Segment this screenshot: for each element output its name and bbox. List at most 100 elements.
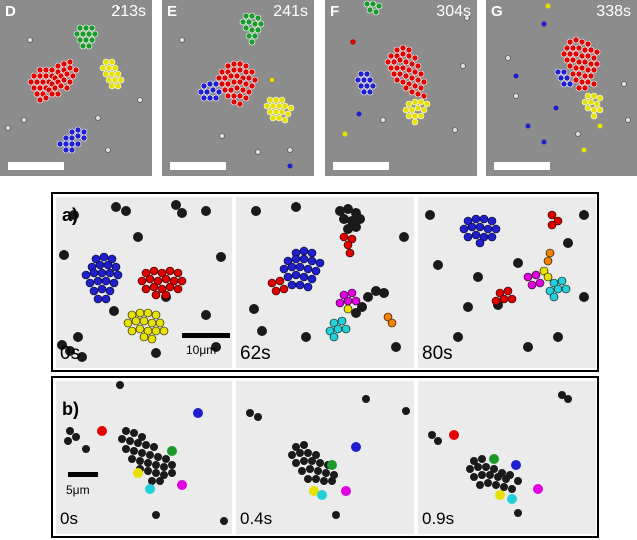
panel-letter: E xyxy=(167,3,178,20)
scale-bar xyxy=(494,162,550,170)
microscopy-image-e xyxy=(162,0,314,176)
red-tracer xyxy=(97,426,107,436)
yellow-tracer xyxy=(309,486,319,496)
yellow-cluster xyxy=(263,96,295,124)
timestamp: 213s xyxy=(111,3,146,20)
timestamp: 338s xyxy=(596,3,631,20)
cyan-tracer xyxy=(507,494,517,504)
blue-cluster xyxy=(354,70,377,96)
timestamp: 0.4s xyxy=(240,509,273,528)
blue-cluster xyxy=(554,68,574,88)
red-cluster xyxy=(560,36,601,92)
magenta-cluster xyxy=(335,288,361,308)
yellow-cluster xyxy=(123,308,169,344)
panel-b-frame-0: b) 5μm 0s xyxy=(56,381,232,534)
loose-particles xyxy=(5,5,143,153)
yellow-dot xyxy=(343,304,353,314)
yellow-tracer xyxy=(133,468,143,478)
red-cluster xyxy=(267,232,357,296)
scale-bar xyxy=(8,162,64,170)
timestamp: 80s xyxy=(422,343,453,364)
timestamp: 0.9s xyxy=(422,509,455,528)
microscopy-image-d xyxy=(0,0,152,176)
microscopy-image-g xyxy=(486,0,637,176)
panel-a-frame-2: 80s xyxy=(418,197,596,368)
panel-label: b) xyxy=(62,399,79,419)
dark-cluster xyxy=(118,427,176,485)
green-cluster xyxy=(73,24,99,50)
dark-particles xyxy=(246,395,410,519)
panel-a-frame-1: 62s xyxy=(236,197,414,368)
green-tracer xyxy=(167,446,177,456)
panel-b-image-0 xyxy=(56,381,232,534)
panel-b-image-2 xyxy=(418,381,596,534)
panel-letter: D xyxy=(5,3,16,20)
blue-tracer xyxy=(193,408,203,418)
magenta-tracer xyxy=(177,480,187,490)
magenta-tracer xyxy=(341,486,351,496)
panel-letter: G xyxy=(491,3,503,20)
dark-particles xyxy=(64,381,228,525)
timestamp: 0s xyxy=(60,343,81,364)
cyan-tracer xyxy=(145,484,155,494)
blue-cluster xyxy=(197,80,223,102)
dark-cluster xyxy=(466,455,522,493)
yellow-cluster xyxy=(402,98,431,126)
cyan-cluster xyxy=(325,316,351,342)
panel-a-image-2 xyxy=(418,197,596,368)
panel-label: a) xyxy=(62,205,79,225)
microscopy-image-f xyxy=(325,0,477,176)
yellow-dot xyxy=(539,266,553,282)
timestamp: 241s xyxy=(273,3,308,20)
magenta-tracer xyxy=(533,484,543,494)
dark-particles xyxy=(57,200,226,362)
panel-a: a) 0s 10μm xyxy=(51,192,599,372)
blue-tracer xyxy=(511,460,521,470)
panel-a-image-0 xyxy=(56,197,232,368)
green-cluster xyxy=(363,0,383,16)
panel-b-frame-2: 0.9s xyxy=(418,381,596,534)
scale-label: 10μm xyxy=(186,343,217,357)
scale-bar xyxy=(182,333,230,338)
red-tracer xyxy=(449,430,459,440)
orange-dot xyxy=(383,312,397,328)
frame-d: D 213s xyxy=(0,0,152,176)
green-tracer xyxy=(489,454,499,464)
dark-particles xyxy=(428,391,572,517)
scale-bar xyxy=(170,162,226,170)
blue-cluster xyxy=(459,214,501,248)
timestamp: 304s xyxy=(436,3,471,20)
blue-cluster xyxy=(81,252,123,304)
magenta-cluster xyxy=(523,270,545,290)
panel-b-frame-1: 0.4s xyxy=(236,381,414,534)
panel-b: b) 5μm 0s 0.4s xyxy=(51,376,599,538)
red-cluster xyxy=(215,60,259,108)
scale-bar xyxy=(333,162,389,170)
panel-letter: F xyxy=(330,3,340,20)
frame-g: G 338s xyxy=(486,0,637,176)
cyan-cluster xyxy=(545,276,571,302)
yellow-cluster xyxy=(99,58,125,90)
panel-b-image-1 xyxy=(236,381,414,534)
timestamp: 62s xyxy=(240,343,271,364)
loose-particles xyxy=(350,15,470,133)
blue-cluster xyxy=(56,126,88,154)
loose-particles xyxy=(505,55,631,137)
red-cluster xyxy=(27,58,80,104)
scale-bar xyxy=(68,472,98,477)
red-cluster xyxy=(491,210,563,306)
blue-cluster xyxy=(279,246,325,292)
dark-particles xyxy=(249,202,409,352)
cyan-tracer xyxy=(317,490,327,500)
red-cluster xyxy=(384,44,428,100)
green-cluster xyxy=(239,12,265,46)
green-tracer xyxy=(327,460,337,470)
scale-label: 5μm xyxy=(66,483,90,497)
frame-e: E 241s xyxy=(162,0,314,176)
panel-a-image-1 xyxy=(236,197,414,368)
frame-f: F 304s xyxy=(325,0,477,176)
panel-a-frame-0: a) 0s 10μm xyxy=(56,197,232,368)
yellow-cluster xyxy=(581,92,604,120)
dark-particles xyxy=(425,210,589,352)
orange-dot xyxy=(543,248,555,266)
